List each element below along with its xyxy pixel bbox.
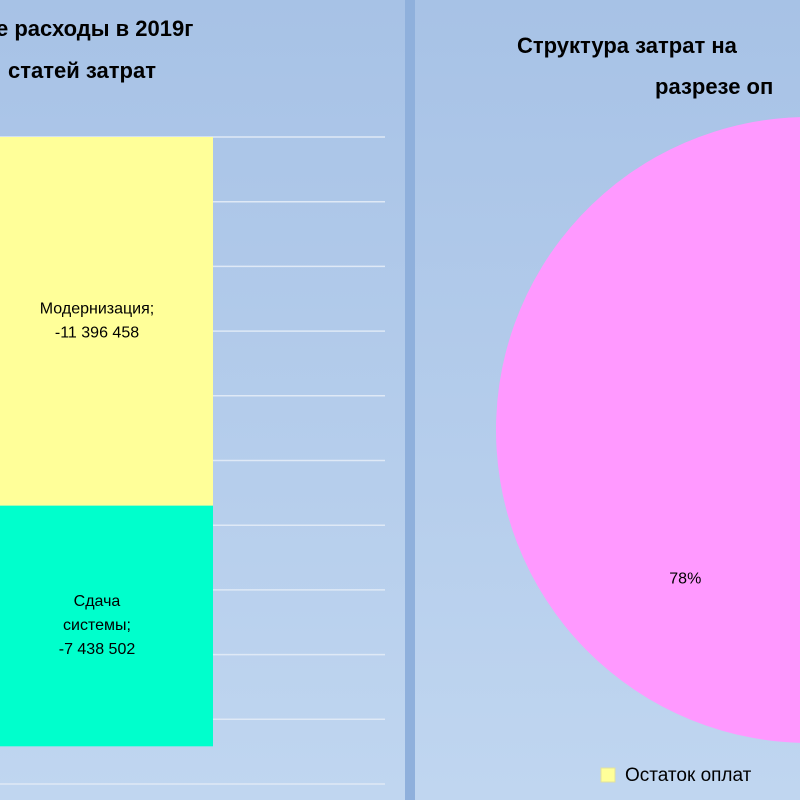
legend-swatch	[600, 767, 616, 783]
pie-slice	[496, 117, 800, 743]
data-label: Модернизация;	[40, 301, 154, 318]
chart-title: е расходы в 2019г	[0, 16, 193, 41]
chart-title: Структура затрат на	[517, 33, 738, 58]
data-label: системы;	[63, 617, 131, 634]
chart-title: статей затрат	[8, 58, 156, 83]
data-label: Сдача	[74, 593, 121, 610]
chart-title: разрезе оп	[655, 74, 773, 99]
bar-segment	[0, 137, 213, 506]
legend-label: Остаток оплат	[625, 765, 752, 786]
data-label: -11 396 458	[55, 325, 139, 342]
data-label: 78%	[669, 571, 701, 588]
bar-segment	[0, 505, 213, 747]
data-label: -7 438 502	[59, 641, 136, 658]
